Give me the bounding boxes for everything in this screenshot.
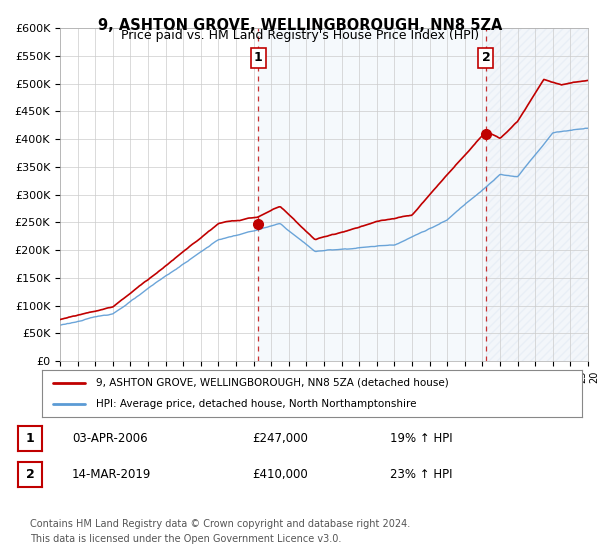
Text: 14-MAR-2019: 14-MAR-2019	[72, 468, 151, 482]
Text: Contains HM Land Registry data © Crown copyright and database right 2024.: Contains HM Land Registry data © Crown c…	[30, 519, 410, 529]
Text: 03-APR-2006: 03-APR-2006	[72, 432, 148, 445]
Text: £247,000: £247,000	[252, 432, 308, 445]
Text: 2: 2	[482, 52, 490, 64]
Text: 9, ASHTON GROVE, WELLINGBOROUGH, NN8 5ZA (detached house): 9, ASHTON GROVE, WELLINGBOROUGH, NN8 5ZA…	[96, 378, 449, 388]
Text: 19% ↑ HPI: 19% ↑ HPI	[390, 432, 452, 445]
Text: 1: 1	[26, 432, 34, 445]
Text: This data is licensed under the Open Government Licence v3.0.: This data is licensed under the Open Gov…	[30, 534, 341, 544]
Text: 9, ASHTON GROVE, WELLINGBOROUGH, NN8 5ZA: 9, ASHTON GROVE, WELLINGBOROUGH, NN8 5ZA	[98, 18, 502, 34]
Text: 1: 1	[254, 52, 262, 64]
Bar	[258, 28, 486, 361]
Text: 23% ↑ HPI: 23% ↑ HPI	[390, 468, 452, 482]
Bar	[486, 28, 588, 361]
Text: Price paid vs. HM Land Registry's House Price Index (HPI): Price paid vs. HM Land Registry's House …	[121, 29, 479, 42]
Text: £410,000: £410,000	[252, 468, 308, 482]
Text: 2: 2	[26, 468, 34, 481]
Text: HPI: Average price, detached house, North Northamptonshire: HPI: Average price, detached house, Nort…	[96, 399, 416, 409]
